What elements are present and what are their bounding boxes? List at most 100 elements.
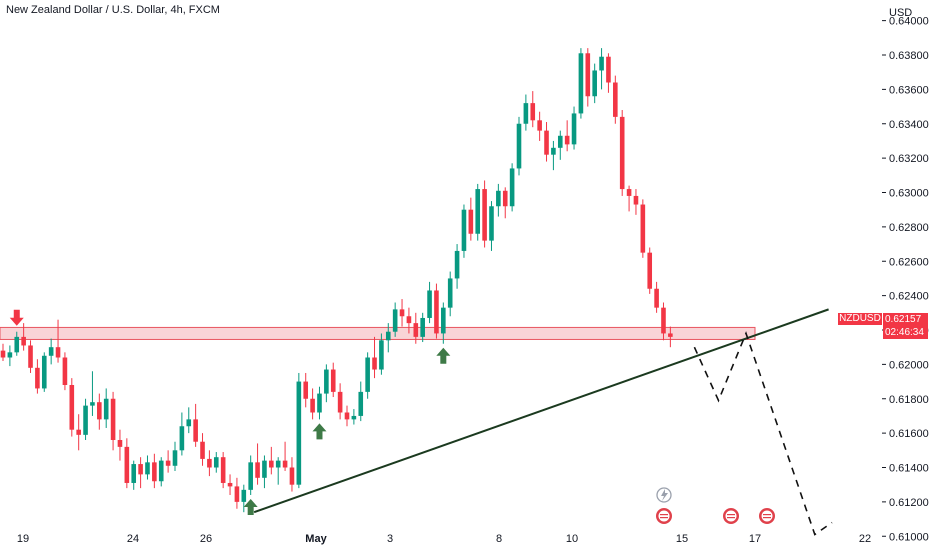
candle bbox=[289, 457, 295, 492]
candle bbox=[220, 452, 226, 489]
candle-body bbox=[530, 103, 536, 121]
candle-body bbox=[385, 331, 391, 341]
candle bbox=[275, 457, 281, 485]
event-us-flag-icon[interactable] bbox=[759, 508, 775, 524]
candle bbox=[69, 378, 75, 437]
candle-body bbox=[592, 70, 597, 97]
candle-body bbox=[489, 206, 494, 241]
candle bbox=[496, 183, 501, 217]
arrow-down-icon bbox=[9, 309, 24, 326]
candle bbox=[62, 352, 68, 391]
time-tick-label: 17 bbox=[749, 533, 761, 545]
candle-body bbox=[399, 309, 405, 317]
candle bbox=[337, 383, 343, 420]
candle bbox=[619, 110, 625, 196]
candle-body bbox=[117, 440, 123, 447]
candle-body bbox=[248, 462, 253, 490]
candle bbox=[110, 391, 116, 451]
candle bbox=[447, 271, 453, 317]
price-tick-label: 0.64000 bbox=[889, 16, 929, 28]
arrows-layer bbox=[9, 309, 451, 515]
candle bbox=[482, 180, 487, 248]
candle bbox=[241, 484, 247, 513]
candle bbox=[489, 201, 494, 251]
candle-body bbox=[324, 369, 329, 394]
price-tick-label: 0.61600 bbox=[889, 428, 929, 440]
candle-body bbox=[551, 147, 556, 155]
candle bbox=[83, 398, 88, 440]
candle bbox=[461, 204, 467, 258]
candle bbox=[165, 450, 171, 473]
candle-body bbox=[83, 405, 88, 435]
candle-body bbox=[310, 398, 315, 413]
candle-body bbox=[124, 446, 130, 483]
candle-body bbox=[482, 189, 487, 241]
candle bbox=[41, 352, 47, 392]
candle-body bbox=[90, 402, 95, 406]
candle-body bbox=[21, 336, 26, 346]
candle bbox=[145, 455, 150, 480]
time-axis[interactable]: 19 24 26 May 3 8 10 15 17 22 bbox=[17, 533, 871, 545]
candle bbox=[35, 359, 40, 394]
economic-events-layer bbox=[656, 487, 775, 524]
event-flash-icon[interactable] bbox=[656, 487, 672, 503]
candle bbox=[509, 163, 515, 212]
candle-body bbox=[578, 53, 584, 114]
candle-body bbox=[447, 278, 453, 308]
price-tick-label: 0.63000 bbox=[889, 188, 929, 200]
time-tick-label: 22 bbox=[859, 533, 871, 545]
candle bbox=[372, 336, 377, 379]
candle-body bbox=[461, 209, 467, 251]
candle-body bbox=[502, 190, 508, 207]
candle bbox=[606, 53, 611, 93]
event-us-flag-icon[interactable] bbox=[723, 508, 739, 524]
projected-path bbox=[693, 331, 833, 536]
candle-body bbox=[7, 352, 13, 358]
event-us-flag-icon[interactable] bbox=[656, 508, 672, 524]
candle-body bbox=[365, 357, 370, 392]
candle bbox=[613, 75, 618, 124]
candle bbox=[351, 409, 357, 425]
candle-body bbox=[131, 464, 137, 483]
candle bbox=[434, 283, 439, 339]
candle-body bbox=[48, 347, 54, 356]
candle-body bbox=[110, 398, 116, 440]
candle-body bbox=[55, 347, 61, 358]
candle bbox=[193, 403, 198, 447]
candle-body bbox=[496, 190, 501, 207]
candles-layer bbox=[0, 48, 673, 513]
candle-body bbox=[468, 209, 474, 234]
candle-body bbox=[269, 460, 274, 468]
candle bbox=[379, 333, 384, 375]
candle bbox=[248, 455, 253, 495]
symbol-tag: NZDUSD bbox=[838, 313, 882, 325]
candle-body bbox=[186, 419, 192, 427]
candle-body bbox=[255, 462, 260, 478]
candle bbox=[97, 393, 102, 430]
candle-body bbox=[351, 415, 357, 420]
candle bbox=[592, 63, 597, 104]
candle-body bbox=[516, 123, 522, 169]
price-axis[interactable]: 0.64000 0.63800 0.63600 0.63400 0.63200 0.630… bbox=[882, 16, 929, 544]
candle bbox=[296, 372, 302, 489]
candle-body bbox=[172, 450, 178, 466]
candle-body bbox=[420, 317, 425, 337]
candle-body bbox=[227, 482, 233, 487]
candle bbox=[124, 438, 130, 489]
currency-label: USD bbox=[889, 7, 912, 19]
candle-body bbox=[103, 398, 109, 420]
price-tick-label: 0.62000 bbox=[889, 359, 929, 371]
candle-body bbox=[97, 402, 102, 420]
candle-body bbox=[200, 441, 205, 459]
candle-body bbox=[35, 367, 40, 389]
chart-title: New Zealand Dollar / U.S. Dollar, 4h, FX… bbox=[6, 4, 220, 16]
candle bbox=[324, 364, 329, 403]
candle bbox=[179, 412, 185, 456]
candle bbox=[269, 446, 274, 475]
candle bbox=[255, 443, 260, 485]
candle bbox=[14, 331, 20, 356]
candle bbox=[557, 130, 563, 160]
candle bbox=[537, 111, 542, 141]
candle-body bbox=[138, 464, 143, 475]
